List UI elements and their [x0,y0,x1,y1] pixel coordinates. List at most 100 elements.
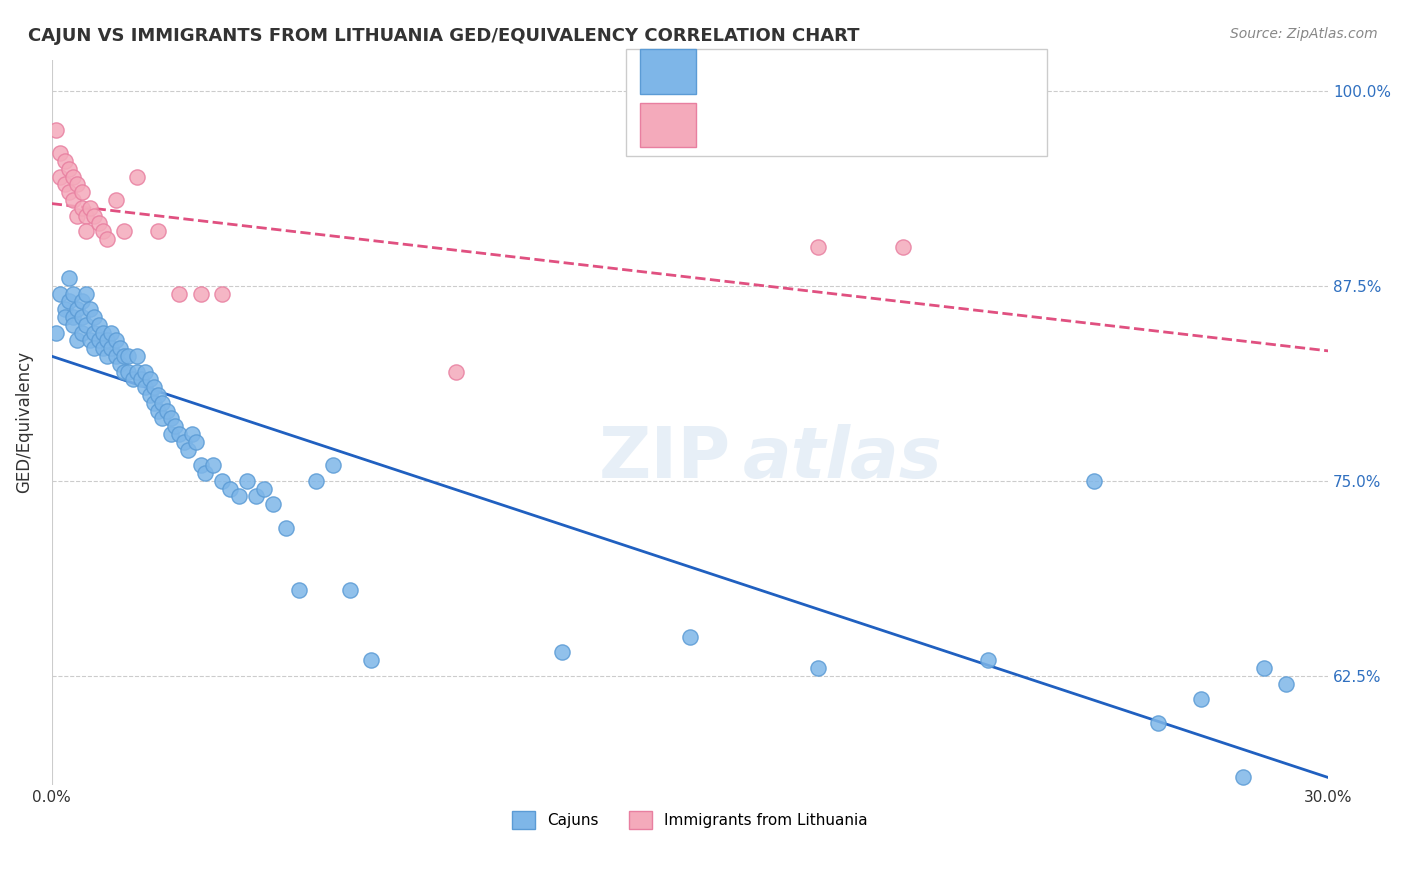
Point [62,318,84,332]
Point [96,334,118,348]
Point [138,372,160,386]
Point [228,490,250,504]
Point [138,388,160,402]
Point [87,318,110,332]
Point [150,396,173,410]
Text: atlas: atlas [744,424,943,493]
Point [83,209,105,223]
Point [169,427,191,442]
Point [70,201,93,215]
Text: -0.090: -0.090 [766,112,825,129]
Text: ZIP: ZIP [599,424,731,493]
Text: Source: ZipAtlas.com: Source: ZipAtlas.com [1230,27,1378,41]
Point [146,403,169,417]
Point [262,497,284,511]
Point [112,224,135,238]
Point [53,302,76,317]
Point [806,240,828,254]
Point [134,380,156,394]
Point [75,286,97,301]
Point [117,365,139,379]
Point [173,434,195,449]
Point [108,357,131,371]
Point [160,427,183,442]
Point [53,178,76,192]
Point [53,310,76,324]
Point [360,653,382,667]
Point [53,154,76,169]
Point [142,380,165,394]
Point [304,474,326,488]
Point [70,326,93,340]
Point [62,286,84,301]
Text: R =: R = [717,58,754,76]
Text: 30: 30 [917,112,939,129]
Point [194,466,217,480]
Text: R =: R = [717,112,754,129]
Point [679,630,702,644]
Y-axis label: GED/Equivalency: GED/Equivalency [15,351,32,493]
Point [186,434,208,449]
Point [1253,661,1275,675]
Point [190,458,212,473]
Point [891,240,914,254]
Point [177,442,200,457]
Text: 86: 86 [917,58,939,76]
Point [83,341,105,355]
Point [100,341,122,355]
Point [202,458,225,473]
Point [58,271,80,285]
Point [1147,715,1170,730]
Point [62,169,84,184]
Point [160,411,183,425]
Point [551,645,574,659]
Point [181,427,204,442]
Point [444,365,467,379]
Point [87,334,110,348]
Point [1083,474,1105,488]
Point [83,326,105,340]
Point [79,302,101,317]
Point [274,521,297,535]
Point [70,185,93,199]
Point [117,349,139,363]
Point [87,216,110,230]
Point [169,286,191,301]
Point [96,349,118,363]
Point [96,232,118,246]
Point [211,286,233,301]
Point [75,209,97,223]
Point [146,388,169,402]
Point [104,193,127,207]
Point [129,372,152,386]
Point [91,341,114,355]
Point [49,169,72,184]
Point [66,209,89,223]
Point [45,326,67,340]
Point [75,224,97,238]
Point [236,474,259,488]
Point [219,482,242,496]
Point [1232,770,1254,784]
Point [190,286,212,301]
Text: N =: N = [872,58,908,76]
Point [211,474,233,488]
Point [83,310,105,324]
Point [112,365,135,379]
Point [245,490,267,504]
Point [75,318,97,332]
Point [66,302,89,317]
Point [165,419,187,434]
Point [150,411,173,425]
Point [91,326,114,340]
Point [134,365,156,379]
Point [977,653,1000,667]
Point [339,583,361,598]
Point [125,169,148,184]
Text: N =: N = [872,112,908,129]
Legend: Cajuns, Immigrants from Lithuania: Cajuns, Immigrants from Lithuania [506,805,875,836]
Point [287,583,309,598]
Point [104,334,127,348]
Point [253,482,276,496]
Point [49,146,72,161]
